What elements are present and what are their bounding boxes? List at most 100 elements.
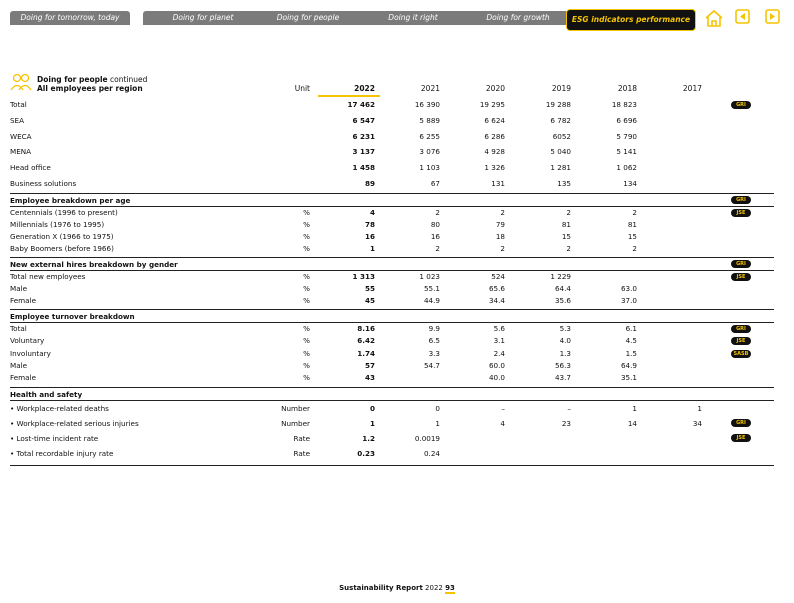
nav-tab[interactable]: Doing for growth — [458, 11, 578, 25]
cell-value: 64.9 — [620, 360, 637, 370]
cell-value: 54.7 — [423, 360, 440, 370]
table-end-line — [10, 465, 774, 466]
cell-value: 15 — [561, 231, 571, 241]
cell-value: 1 313 — [352, 271, 375, 281]
table-row: Generation X (1966 to 1975)% 16 16 18 15 15 — [10, 231, 774, 243]
cell-value: 44.9 — [423, 295, 440, 305]
cell-value: 2 — [435, 243, 440, 253]
cell-value: 79 — [495, 219, 505, 229]
row-label: Centennials (1996 to present) — [10, 207, 118, 217]
cell-value: 1 281 — [550, 163, 571, 173]
title-line: Doing for people continued — [37, 75, 147, 84]
cell-value: 3.3 — [428, 348, 440, 358]
cell-value: 1 023 — [419, 271, 440, 281]
cell-value: 135 — [557, 178, 571, 188]
cell-value: 56.3 — [554, 360, 571, 370]
cell-value: 6 782 — [550, 115, 571, 125]
column-header: 2017 — [682, 84, 702, 93]
title-suffix: continued — [110, 75, 148, 84]
next-button[interactable] — [765, 9, 780, 24]
cell-value: 60.0 — [488, 360, 505, 370]
home-icon[interactable] — [705, 9, 723, 27]
cell-value: – — [567, 403, 571, 413]
row-label: MENA — [10, 147, 32, 157]
cell-value: 524 — [491, 271, 505, 281]
framework-badge: GRI — [731, 195, 751, 204]
row-label: Female — [10, 295, 36, 305]
cell-value: 1.74 — [357, 348, 375, 358]
cell-value: 8.16 — [357, 323, 375, 333]
cell-value: 43 — [364, 373, 375, 383]
cell-value: 5.3 — [559, 323, 571, 333]
prev-button[interactable] — [735, 9, 750, 24]
cell-value: 5 889 — [419, 115, 440, 125]
cell-value: 4 928 — [484, 147, 505, 157]
column-header: 2021 — [420, 84, 440, 93]
cell-value: 6 547 — [352, 115, 375, 125]
cell-value: 35.6 — [554, 295, 571, 305]
table-header: Doing for people continued All employees… — [10, 72, 774, 97]
cell-value: 1 326 — [484, 163, 505, 173]
cell-value: 45 — [364, 295, 375, 305]
row-unit: Rate — [293, 433, 310, 443]
table-row: Business solutions 89 67 131 135 134 — [10, 176, 774, 192]
row-unit: Number — [281, 418, 310, 428]
cell-value: 1.2 — [362, 433, 375, 443]
nav-tab[interactable]: Doing for tomorrow, today — [10, 11, 130, 25]
cell-value: 14 — [627, 418, 637, 428]
section-heading-row: Employee turnover breakdown — [10, 308, 774, 323]
column-header: 2018 — [617, 84, 637, 93]
cell-value: 5.6 — [493, 323, 505, 333]
framework-badge: JSE — [731, 337, 751, 346]
row-unit: % — [303, 219, 310, 229]
cell-value: 16 — [364, 231, 375, 241]
cell-value: 134 — [623, 178, 637, 188]
row-label: Lost-time incident rate — [10, 431, 99, 446]
row-label: Head office — [10, 163, 51, 173]
cell-value: 6.5 — [428, 336, 440, 346]
cell-value: 1.5 — [625, 348, 637, 358]
cell-value: 3 076 — [419, 147, 440, 157]
section-heading-row: New external hires breakdown by gender GR… — [10, 256, 774, 271]
cell-value: 35.1 — [620, 373, 637, 383]
report-title: Sustainability Report — [339, 584, 423, 592]
cell-value: 18 823 — [611, 100, 637, 109]
cell-value: 43.7 — [554, 373, 571, 383]
row-unit: % — [303, 348, 310, 358]
table-row: Workplace-related deaths Number 0 0 – – 1 1 — [10, 401, 774, 416]
row-unit: % — [303, 360, 310, 370]
row-label: WECA — [10, 131, 32, 141]
table-row: Male% 55 55.1 65.6 64.4 63.0 — [10, 283, 774, 295]
nav-tab[interactable]: Doing it right — [353, 11, 473, 25]
data-table: Total 17 462 16 390 19 295 19 288 18 823 GRI SE… — [10, 97, 774, 461]
arrows — [740, 13, 775, 20]
section-title: Doing for people — [37, 75, 108, 84]
cell-value: 1 — [369, 418, 375, 428]
cell-value: 0.24 — [423, 448, 440, 458]
highlight-underline — [318, 95, 380, 97]
row-unit: % — [303, 243, 310, 253]
cell-value: 34.4 — [488, 295, 505, 305]
row-label: Workplace-related serious injuries — [10, 416, 139, 431]
framework-badge: JSE — [731, 434, 751, 443]
active-tab[interactable]: ESG indicators performance — [566, 9, 696, 31]
cell-value: 1 229 — [550, 271, 571, 281]
cell-value: 2 — [566, 243, 571, 253]
table-row: Total 17 462 16 390 19 295 19 288 18 823 GRI — [10, 97, 774, 113]
column-header: 2019 — [551, 84, 571, 93]
framework-badge: GRI — [731, 259, 751, 268]
row-label: Workplace-related deaths — [10, 401, 109, 416]
table-row: Female% 43 40.0 43.7 35.1 — [10, 372, 774, 384]
row-unit: Number — [281, 403, 310, 413]
row-label: Involuntary — [10, 348, 51, 358]
cell-value: 1 458 — [352, 163, 375, 173]
cell-value: 37.0 — [620, 295, 637, 305]
cell-value: 2 — [435, 207, 440, 217]
nav-tab[interactable]: Doing for planet — [143, 11, 263, 25]
table-row: Involuntary% 1.74 3.3 2.4 1.3 1.5 SASB — [10, 348, 774, 360]
table-row: Centennials (1996 to present)% 4 2 2 2 2 JSE — [10, 207, 774, 219]
table-row: Total new employees% 1 313 1 023 524 1 229 JS… — [10, 271, 774, 283]
nav-tab[interactable]: Doing for people — [248, 11, 368, 25]
row-unit: % — [303, 231, 310, 241]
